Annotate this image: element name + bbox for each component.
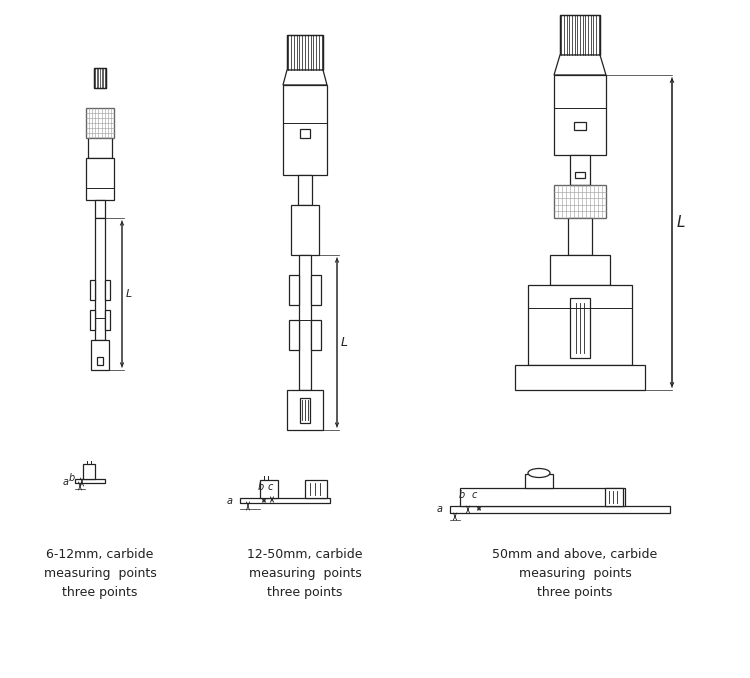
Bar <box>568 218 592 255</box>
Text: L: L <box>126 289 132 299</box>
Bar <box>525 474 553 488</box>
Text: 12-50mm, carbide
measuring  points
three points: 12-50mm, carbide measuring points three … <box>248 548 363 599</box>
Text: 50mm and above, carbide
measuring  points
three points: 50mm and above, carbide measuring points… <box>492 548 658 599</box>
Bar <box>528 285 632 365</box>
Bar <box>105 280 110 300</box>
Text: b: b <box>459 490 465 500</box>
Bar <box>311 275 321 305</box>
Bar <box>575 172 585 178</box>
Ellipse shape <box>528 468 550 477</box>
Bar <box>88 138 112 158</box>
Bar <box>287 35 323 70</box>
Bar <box>283 85 327 175</box>
Bar <box>94 68 106 88</box>
Bar <box>299 255 311 390</box>
Bar <box>287 35 323 70</box>
Text: c: c <box>267 482 273 492</box>
Bar <box>298 175 312 205</box>
Text: a: a <box>437 504 443 514</box>
Text: L: L <box>341 336 348 349</box>
Bar <box>311 320 321 350</box>
Bar <box>560 15 600 55</box>
Bar <box>300 129 310 138</box>
Bar <box>460 488 625 506</box>
Bar <box>289 320 299 350</box>
Text: 6-12mm, carbide
measuring  points
three points: 6-12mm, carbide measuring points three p… <box>44 548 156 599</box>
Bar <box>240 498 330 503</box>
Text: b: b <box>69 473 75 483</box>
Bar <box>550 255 610 285</box>
Bar <box>75 479 105 483</box>
Bar <box>95 200 105 218</box>
Text: L: L <box>677 215 686 230</box>
Bar <box>291 205 319 255</box>
Text: b: b <box>258 482 264 492</box>
Bar <box>86 158 114 200</box>
Bar <box>260 480 278 498</box>
Bar <box>554 75 606 155</box>
Bar <box>83 464 95 479</box>
Bar <box>300 398 310 423</box>
Bar <box>570 155 590 185</box>
Bar <box>515 365 645 390</box>
Bar <box>287 390 323 430</box>
Text: a: a <box>63 477 69 487</box>
Bar <box>605 488 623 506</box>
Bar <box>90 310 95 330</box>
Bar <box>97 357 103 365</box>
Text: c: c <box>471 490 477 500</box>
Bar <box>289 275 299 305</box>
Bar <box>91 340 109 370</box>
Bar <box>305 480 327 498</box>
Bar <box>95 218 105 340</box>
Bar <box>560 15 600 55</box>
Polygon shape <box>554 55 606 75</box>
Bar <box>450 506 670 513</box>
Polygon shape <box>283 70 327 85</box>
Bar <box>86 108 114 138</box>
Bar <box>94 68 106 88</box>
Bar <box>105 310 110 330</box>
Bar <box>570 298 590 358</box>
Text: a: a <box>227 496 233 506</box>
Bar <box>90 280 95 300</box>
Bar <box>554 185 606 218</box>
Bar <box>574 122 586 130</box>
